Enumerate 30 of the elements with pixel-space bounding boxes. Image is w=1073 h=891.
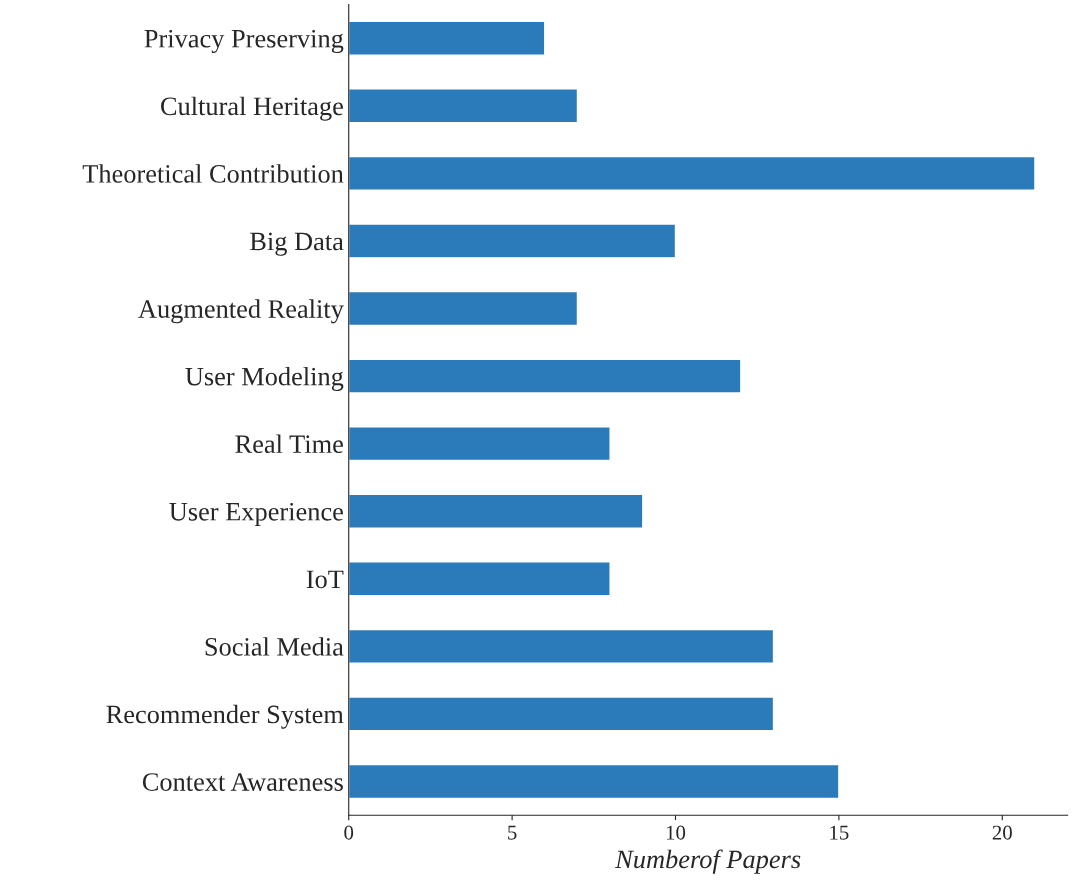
bar [348, 358, 742, 394]
x-axis-title: Numberof Papers [615, 849, 801, 874]
y-tick-label: IoT [306, 570, 344, 589]
x-tick-label: 0 [344, 825, 354, 840]
y-tick-label: User Modeling [185, 366, 344, 391]
bar [348, 20, 546, 56]
y-tick-label: Theoretical Contribution [82, 164, 344, 183]
bar [348, 155, 1036, 191]
y-tick-label: User Experience [169, 502, 343, 526]
y-tick-label: Cultural Heritage [161, 96, 343, 121]
bar [348, 628, 775, 664]
bar [348, 493, 644, 529]
y-tick-label: Real Time [235, 434, 343, 454]
x-tick-label: 10 [666, 825, 686, 840]
y-tick-label: Context Awareness [142, 773, 343, 791]
y-tick-label: Augmented Reality [138, 299, 344, 324]
bar [348, 763, 840, 800]
y-tick-label: Recommender System [106, 704, 344, 729]
bar [348, 223, 677, 259]
bar [348, 88, 579, 124]
bar [348, 426, 611, 462]
x-tick-label: 5 [508, 825, 517, 840]
bar [348, 561, 611, 597]
x-tick-label: 20 [992, 825, 1012, 840]
bar [348, 696, 775, 732]
bar [348, 290, 579, 327]
y-tick-label: Big Data [250, 232, 344, 256]
y-tick-label: Privacy Preserving [144, 29, 344, 54]
y-tick-label: Social Media [205, 637, 344, 656]
x-tick-label: 15 [830, 825, 849, 840]
